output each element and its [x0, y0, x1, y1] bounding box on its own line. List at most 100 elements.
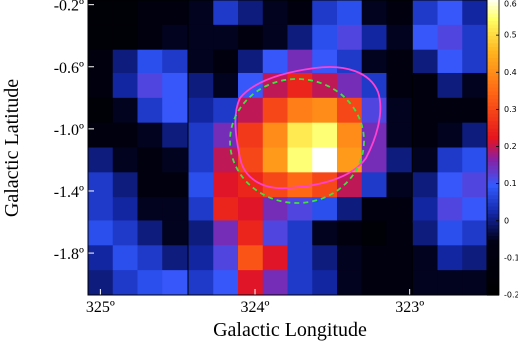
heat-cell: [238, 72, 264, 99]
heat-cell: [462, 172, 487, 198]
heat-cell: [336, 49, 363, 76]
colorbar-slice: [487, 276, 499, 281]
colorbar-slice: [487, 261, 499, 266]
colorbar-slice: [487, 75, 499, 81]
heat-cell: [336, 72, 363, 99]
heat-cell: [361, 0, 387, 26]
heat-cell: [262, 245, 288, 271]
heat-cell: [361, 172, 387, 198]
heat-cell: [262, 270, 288, 295]
heat-cell: [213, 147, 239, 173]
heat-cell: [238, 24, 264, 51]
heat-cell: [262, 147, 288, 173]
heat-cell: [336, 147, 363, 173]
colorbar-slice: [487, 231, 499, 237]
heat-cell: [213, 245, 239, 271]
heat-cell: [312, 245, 338, 271]
heat-cell: [188, 72, 214, 99]
heat-cell: [188, 220, 214, 246]
heat-cell: [336, 197, 363, 223]
heat-cell: [162, 0, 188, 26]
heat-cell: [312, 220, 338, 246]
heat-cell: [361, 220, 387, 246]
heat-cell: [312, 24, 338, 51]
heat-cell: [238, 270, 264, 295]
heat-cell: [462, 270, 487, 295]
heat-cell: [213, 197, 239, 223]
heat-cell: [137, 24, 163, 51]
plot-frame: [87, 0, 488, 296]
colorbar-slice: [487, 94, 499, 99]
heat-cell: [361, 49, 387, 76]
colorbar-slice: [487, 183, 499, 188]
heat-cell: [137, 0, 163, 26]
colorbar-slice: [487, 217, 499, 222]
heat-cell: [437, 245, 463, 271]
heat-cell: [437, 270, 463, 295]
heat-cell: [188, 270, 214, 295]
heat-cell: [437, 220, 463, 246]
colorbar-slice: [487, 116, 499, 122]
heat-cell: [412, 270, 439, 295]
colorbar-slice: [487, 46, 499, 51]
heat-cell: [112, 72, 138, 99]
heat-cell: [213, 270, 239, 295]
heat-cell: [412, 220, 439, 246]
heat-cell: [336, 220, 363, 246]
heat-cell: [412, 0, 439, 26]
heat-cell: [162, 147, 188, 173]
heat-cell: [361, 147, 387, 173]
colorbar-tick-label: 0.3: [504, 105, 517, 114]
heat-cell: [88, 24, 114, 51]
heat-cell: [336, 245, 363, 271]
heat-cell: [437, 49, 463, 76]
heat-cell: [162, 172, 188, 198]
colorbar-slice: [487, 146, 499, 151]
heat-cell: [412, 72, 439, 99]
heat-cell: [312, 0, 338, 26]
heat-cell: [162, 220, 188, 246]
heat-cell: [386, 122, 412, 148]
contour: [234, 66, 382, 190]
heat-cell: [112, 220, 138, 246]
colorbar-slice: [487, 31, 499, 36]
heat-cell: [262, 197, 288, 223]
heat-cell: [137, 147, 163, 173]
heat-cell: [137, 172, 163, 198]
heat-cell: [386, 49, 412, 76]
heat-cell: [361, 197, 387, 223]
heat-cell: [287, 122, 313, 148]
heat-cell: [262, 24, 288, 51]
colorbar-tick-label: 0.2: [504, 142, 517, 151]
colorbar-slice: [487, 161, 499, 166]
colorbar-slice: [487, 250, 499, 255]
heat-cell: [188, 97, 214, 124]
heat-cell: [88, 172, 114, 198]
colorbar-slice: [487, 254, 499, 259]
colorbar-slice: [487, 194, 499, 200]
colorbar-slice: [487, 291, 499, 296]
heat-cell: [137, 245, 163, 271]
colorbar-tick-label: 0.6: [504, 0, 517, 9]
heat-cell: [238, 0, 264, 26]
heat-cell: [361, 245, 387, 271]
y-tick-label: -1.8º: [54, 246, 84, 263]
heat-cell: [386, 24, 412, 51]
heat-cell: [287, 97, 313, 124]
colorbar-slice: [487, 153, 499, 159]
heat-cell: [361, 270, 387, 295]
heat-cell: [112, 24, 138, 51]
circle-region: [229, 78, 365, 204]
colorbar-slice: [487, 139, 499, 144]
heat-cell: [262, 97, 288, 124]
heat-cell: [412, 147, 439, 173]
heat-cell: [287, 72, 313, 99]
heat-cell: [137, 197, 163, 223]
heat-cell: [213, 172, 239, 198]
heat-cell: [361, 97, 387, 124]
heat-cell: [88, 72, 114, 99]
y-tick-label: -0.2º: [54, 0, 84, 15]
heat-cell: [88, 97, 114, 124]
heat-cell: [137, 270, 163, 295]
